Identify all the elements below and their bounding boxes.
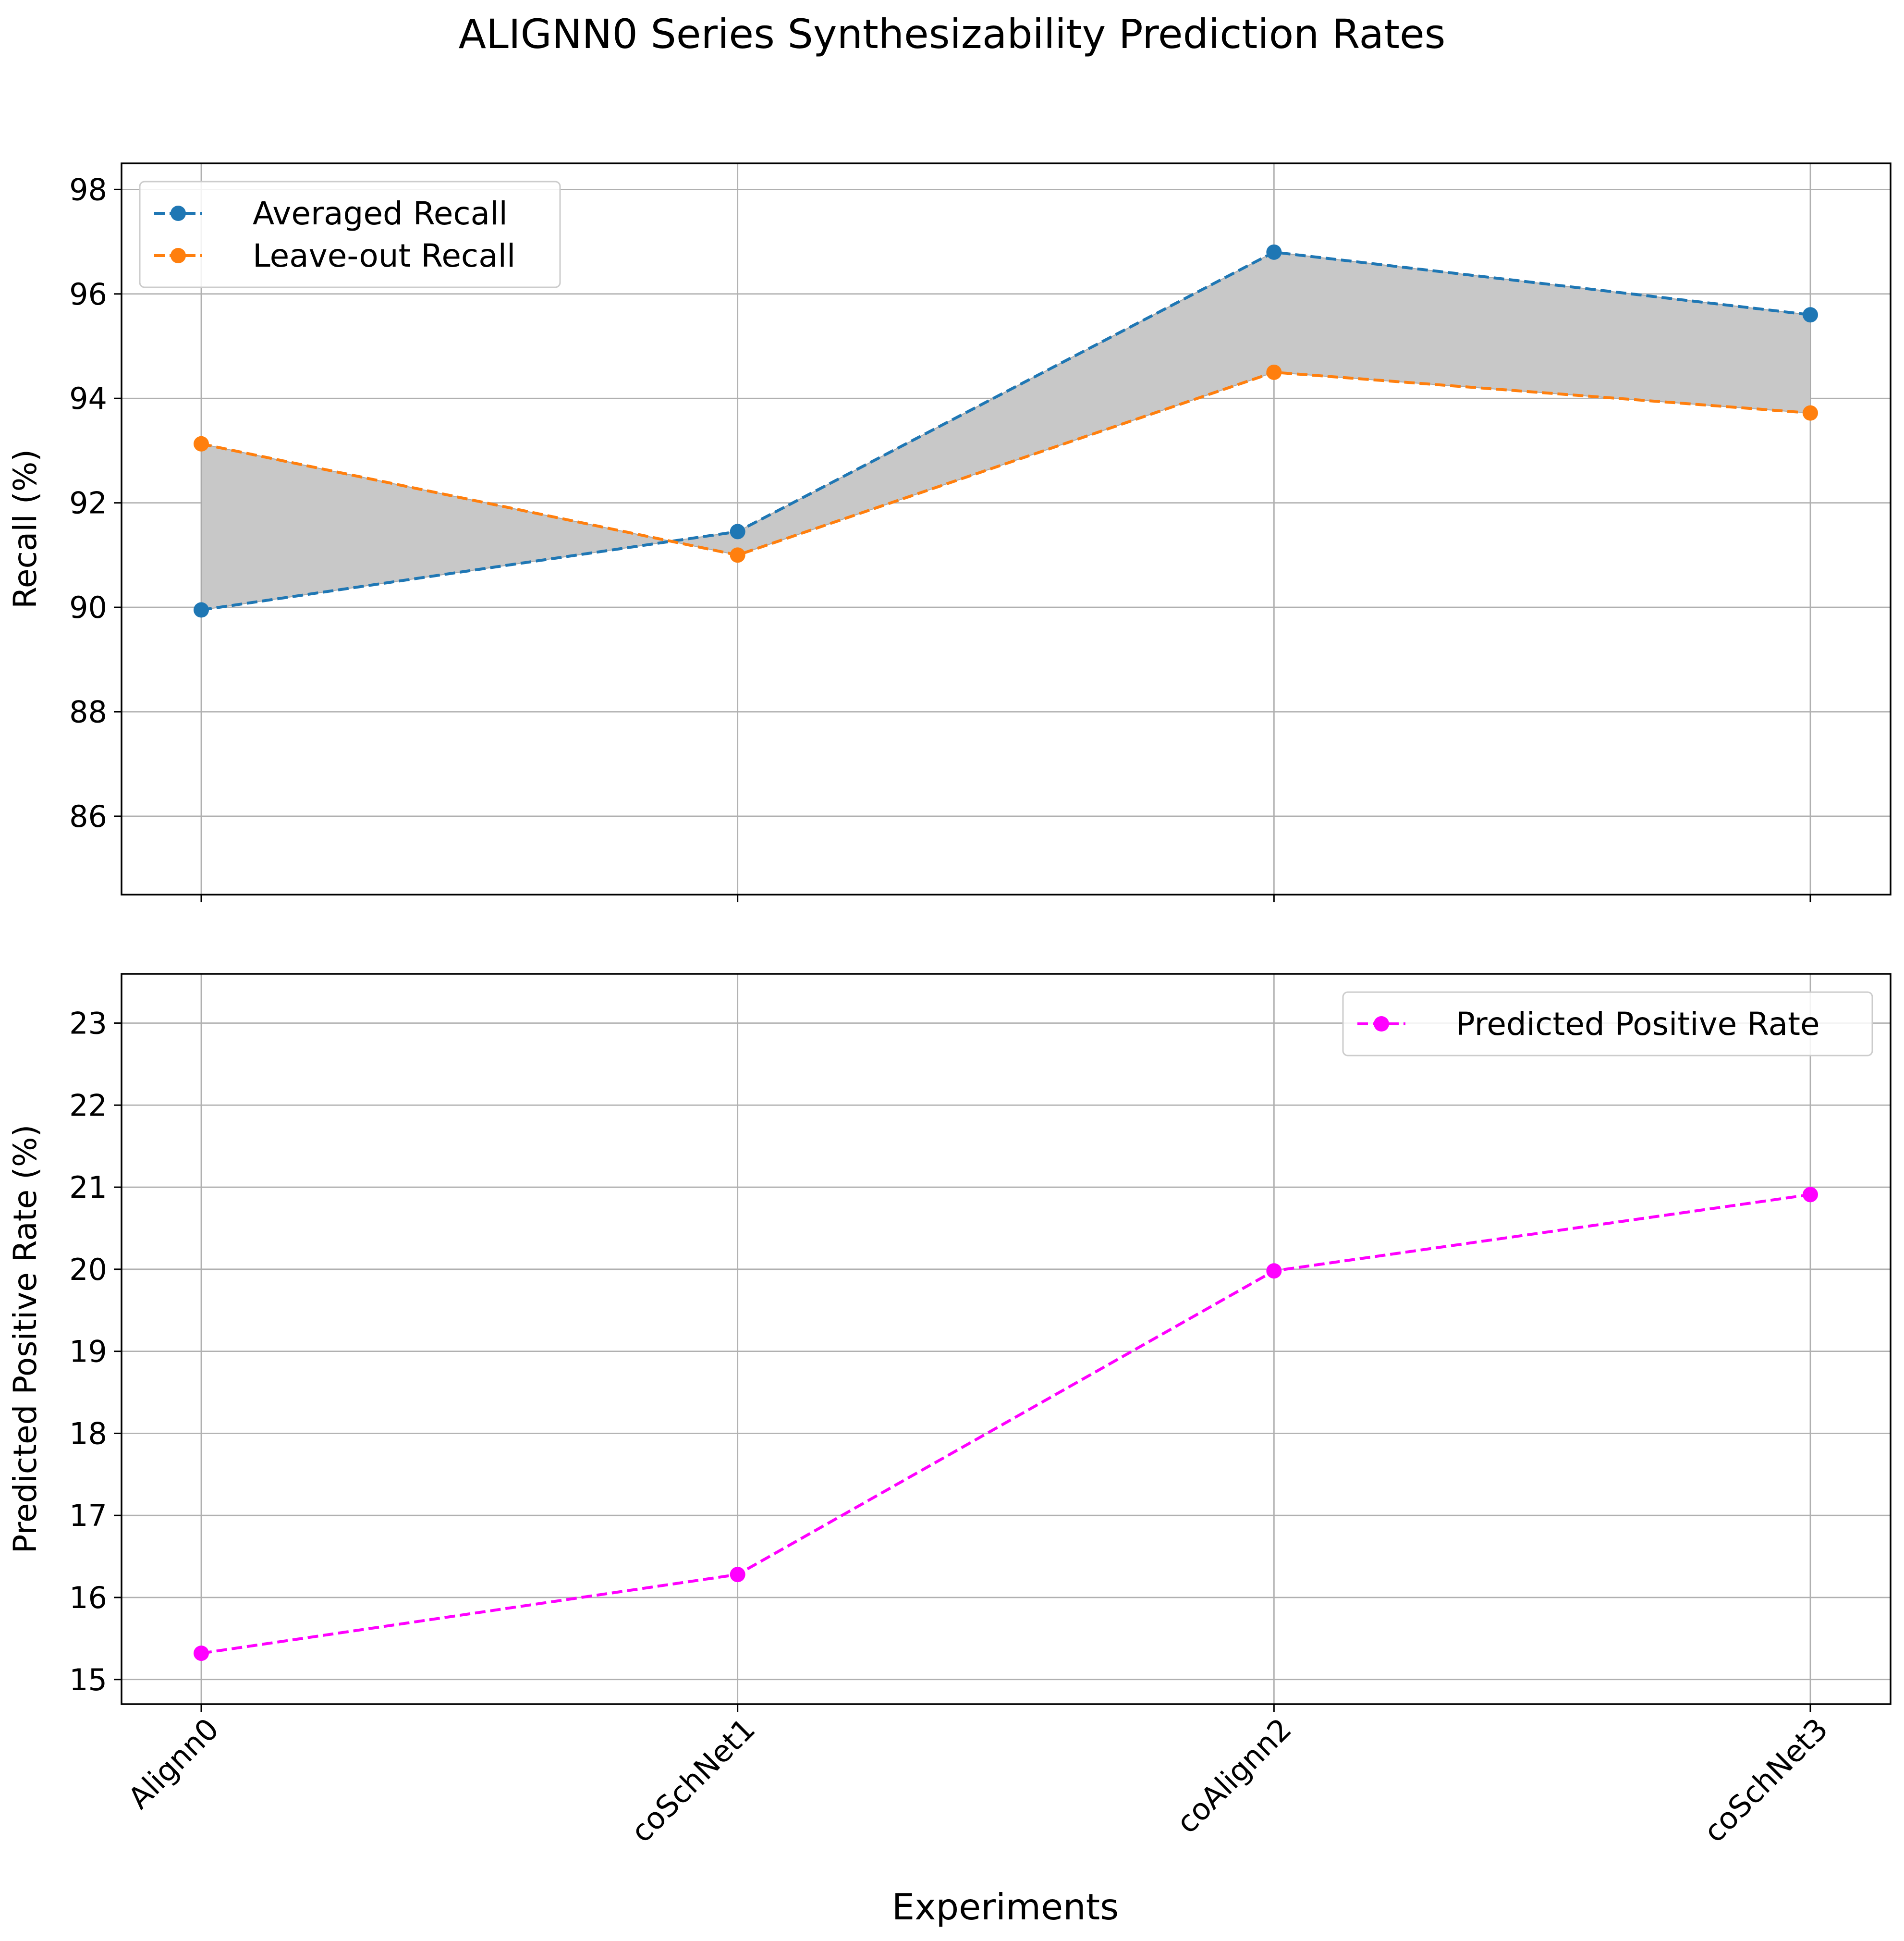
positive-rate-y-tick-label: 23 [69,1006,107,1041]
recall-y-tick-label: 92 [69,486,107,521]
series-point-leave-out-recall-coschnet1 [730,547,745,563]
recall-axes-frame [121,162,1892,896]
series-point-predicted-positive-rate-alignn0 [194,1646,209,1661]
series-point-predicted-positive-rate-coschnet1 [730,1567,745,1583]
legend-label-leave-out-recall: Leave-out Recall [253,237,515,274]
recall-legend-box [139,181,561,288]
positive-rate-y-tick-label: 18 [69,1416,107,1451]
recall-x-ticks [200,895,1811,902]
series-point-averaged-recall-coschnet1 [730,524,745,540]
recall-subplot: 86 88 90 92 94 96 98 Recall (%) Averaged Recal… [7,162,1892,902]
series-line-predicted-positive-rate [201,1193,1811,1655]
recall-y-tick-label: 98 [69,172,107,207]
legend-marker-averaged-recall [171,206,186,221]
series-line-averaged-recall [201,250,1811,612]
recall-y-tick-label: 94 [69,381,107,416]
legend-marker-predicted-positive-rate [1374,1016,1389,1032]
series-point-leave-out-recall-coalignn2 [1266,364,1282,380]
legend-label-averaged-recall: Averaged Recall [253,195,508,232]
positive-rate-legend: Predicted Positive Rate [1342,991,1873,1056]
series-point-averaged-recall-alignn0 [194,602,209,618]
positive-rate-series [194,1187,1818,1661]
recall-series [194,244,1818,618]
legend-label-predicted-positive-rate: Predicted Positive Rate [1456,1006,1820,1043]
recall-legend: Averaged Recall Leave-out Recall [139,181,561,288]
series-point-predicted-positive-rate-coalignn2 [1266,1263,1282,1279]
positive-rate-y-tick-label: 19 [69,1334,107,1369]
positive-rate-y-tick-label: 20 [69,1252,107,1287]
positive-rate-y-ticks: 15 16 17 18 19 20 21 22 23 [69,1006,122,1697]
series-point-predicted-positive-rate-coschnet3 [1803,1187,1818,1203]
positive-rate-y-tick-label: 16 [69,1580,107,1615]
series-point-averaged-recall-coalignn2 [1266,244,1282,260]
recall-y-tick-label: 90 [69,590,107,625]
x-axis-label: Experiments [892,1886,1119,1928]
chart-title: ALIGNN0 Series Synthesizability Predicti… [459,11,1446,58]
positive-rate-y-tick-label: 17 [69,1498,107,1533]
recall-y-ticks: 86 88 90 92 94 96 98 [69,172,122,834]
recall-y-tick-label: 88 [69,695,107,730]
recall-y-tick-label: 86 [69,799,107,834]
positive-rate-y-axis-label: Predicted Positive Rate (%) [7,1125,44,1554]
positive-rate-grid [122,974,1891,1704]
series-point-averaged-recall-coschnet3 [1803,307,1818,323]
recall-y-tick-label: 96 [69,277,107,312]
legend-marker-leave-out-recall [171,248,186,263]
positive-rate-axes-frame [121,973,1892,1705]
positive-rate-y-tick-label: 15 [69,1662,107,1697]
positive-rate-y-tick-label: 22 [69,1088,107,1123]
series-point-leave-out-recall-alignn0 [194,436,209,452]
positive-rate-y-tick-label: 21 [69,1170,107,1205]
series-line-leave-out-recall [201,370,1811,557]
series-point-leave-out-recall-coschnet3 [1803,405,1818,421]
recall-y-axis-label: Recall (%) [7,449,44,609]
positive-rate-legend-box [1342,991,1873,1056]
